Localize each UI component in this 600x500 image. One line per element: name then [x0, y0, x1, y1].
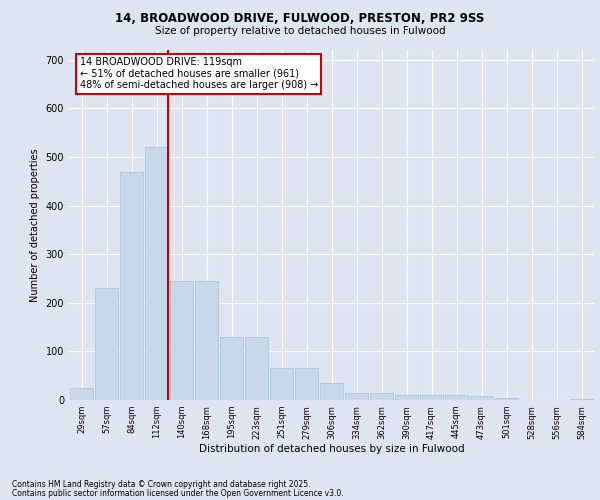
Bar: [270, 368, 293, 400]
Bar: [220, 337, 243, 400]
Text: Contains public sector information licensed under the Open Government Licence v3: Contains public sector information licen…: [12, 488, 344, 498]
Bar: [395, 395, 418, 400]
Bar: [445, 395, 468, 400]
Bar: [470, 396, 493, 400]
X-axis label: Distribution of detached houses by size in Fulwood: Distribution of detached houses by size …: [199, 444, 464, 454]
Bar: [570, 399, 593, 400]
Bar: [170, 281, 193, 400]
Bar: [495, 398, 518, 400]
Bar: [120, 172, 143, 400]
Bar: [195, 281, 218, 400]
Text: 14, BROADWOOD DRIVE, FULWOOD, PRESTON, PR2 9SS: 14, BROADWOOD DRIVE, FULWOOD, PRESTON, P…: [115, 12, 485, 26]
Bar: [370, 392, 393, 400]
Bar: [245, 337, 268, 400]
Bar: [320, 383, 343, 400]
Bar: [295, 368, 318, 400]
Text: 14 BROADWOOD DRIVE: 119sqm
← 51% of detached houses are smaller (961)
48% of sem: 14 BROADWOOD DRIVE: 119sqm ← 51% of deta…: [79, 57, 318, 90]
Bar: [95, 288, 118, 400]
Bar: [70, 388, 93, 400]
Bar: [145, 147, 168, 400]
Bar: [420, 395, 443, 400]
Text: Contains HM Land Registry data © Crown copyright and database right 2025.: Contains HM Land Registry data © Crown c…: [12, 480, 311, 489]
Bar: [345, 392, 368, 400]
Text: Size of property relative to detached houses in Fulwood: Size of property relative to detached ho…: [155, 26, 445, 36]
Y-axis label: Number of detached properties: Number of detached properties: [30, 148, 40, 302]
